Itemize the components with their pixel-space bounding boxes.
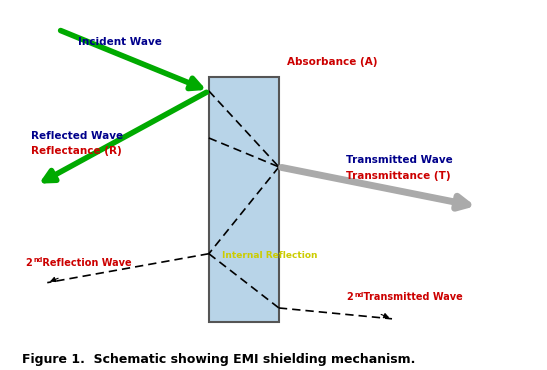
- Text: Reflectance (R): Reflectance (R): [31, 146, 122, 156]
- Text: Reflected Wave: Reflected Wave: [31, 131, 123, 141]
- Text: 2: 2: [346, 292, 353, 302]
- Text: Internal Reflection: Internal Reflection: [222, 251, 318, 260]
- Text: Transmitted Wave: Transmitted Wave: [346, 155, 453, 165]
- Text: Transmitted Wave: Transmitted Wave: [360, 292, 462, 302]
- Text: nd: nd: [34, 257, 43, 263]
- Text: 2: 2: [26, 258, 32, 268]
- Text: Reflection Wave: Reflection Wave: [39, 258, 132, 268]
- Text: Absorbance (A): Absorbance (A): [287, 57, 377, 67]
- Text: nd: nd: [354, 292, 364, 297]
- Text: Transmittance (T): Transmittance (T): [346, 171, 451, 181]
- Text: Incident Wave: Incident Wave: [78, 37, 162, 47]
- Bar: [209, 77, 279, 322]
- Text: Figure 1.  Schematic showing EMI shielding mechanism.: Figure 1. Schematic showing EMI shieldin…: [22, 353, 415, 366]
